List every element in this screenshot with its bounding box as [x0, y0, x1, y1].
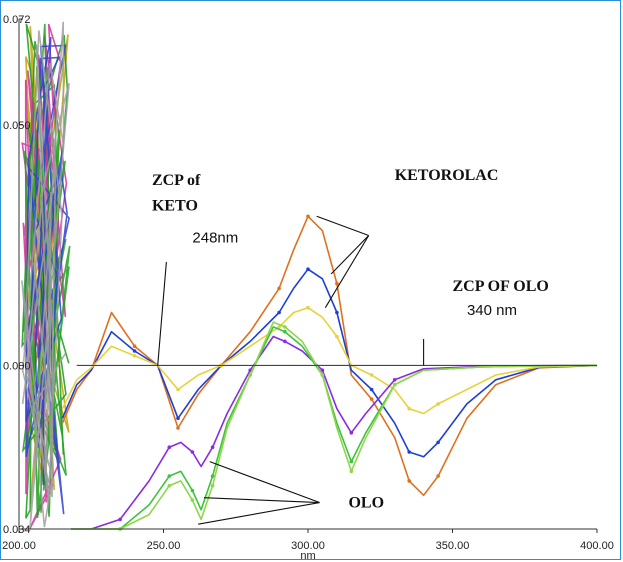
data-point	[407, 406, 412, 411]
series-layer	[61, 214, 598, 531]
data-point	[210, 474, 215, 478]
data-point	[369, 387, 374, 392]
data-point	[283, 339, 287, 344]
data-point	[335, 334, 339, 339]
data-point	[283, 325, 287, 329]
data-point	[176, 416, 180, 421]
data-point	[210, 445, 215, 450]
annotations: ZCP of KETO 248nm KETOROLAC ZCP OF OLO 340 nm…	[152, 167, 549, 511]
x-axis-label: nm	[300, 550, 315, 561]
x-tick-label: 200.00	[2, 540, 36, 552]
pointer-line	[203, 497, 320, 504]
x-tick-label: 300.00	[291, 540, 325, 552]
pointer-line	[209, 461, 320, 504]
y-tick-label: 0.072	[3, 14, 31, 26]
y-tick-label: 0.050	[3, 120, 31, 132]
data-point	[167, 445, 172, 450]
pointer-line	[198, 501, 320, 525]
data-point	[369, 373, 374, 377]
x-tick-label: 350.00	[436, 540, 470, 552]
data-point	[436, 474, 440, 478]
data-point	[176, 426, 180, 430]
annotation-label: OLO	[348, 494, 384, 511]
annotation-label: ZCP of	[152, 172, 201, 189]
data-point	[176, 387, 180, 392]
data-point	[335, 281, 339, 286]
pointer-line	[157, 261, 167, 366]
data-point	[132, 349, 137, 353]
pointer-line	[316, 215, 369, 237]
annotation-label: KETO	[152, 197, 198, 214]
data-point	[407, 479, 412, 483]
data-point	[335, 310, 339, 315]
data-point	[306, 305, 310, 310]
data-point	[210, 483, 215, 488]
data-point	[132, 354, 137, 358]
data-point	[277, 325, 281, 329]
data-point	[407, 450, 412, 454]
data-point	[392, 378, 397, 382]
data-point	[306, 267, 310, 272]
annotation-label: 340 nm	[467, 302, 517, 319]
y-tick-label: 0.034	[3, 524, 31, 536]
x-tick-label: 250.00	[147, 540, 181, 552]
axis-ticks: 200.00 250.00 300.00 350.00 400.00 nm 0.072 0.0…	[2, 14, 614, 561]
data-point	[392, 382, 397, 387]
data-point	[349, 431, 354, 435]
data-point	[190, 488, 195, 493]
data-point	[283, 329, 287, 334]
plot-area	[19, 19, 597, 529]
data-point	[277, 310, 281, 315]
data-point	[167, 483, 172, 488]
data-point	[320, 368, 325, 373]
low-wavelength-noise	[21, 21, 71, 529]
series-line-olo-5	[71, 321, 598, 530]
y-tick-label: 0.000	[3, 360, 31, 372]
annotation-label: 248nm	[192, 230, 238, 247]
data-point	[436, 440, 440, 445]
series-line-olo-3	[71, 335, 598, 530]
annotation-label: ZCP OF OLO	[453, 278, 549, 295]
data-point	[277, 286, 281, 291]
pointer-line	[324, 235, 370, 308]
x-tick-label: 400.00	[580, 540, 614, 552]
noise-trace	[21, 21, 70, 528]
annotation-label: KETOROLAC	[395, 167, 499, 184]
data-point	[190, 498, 195, 502]
data-point	[306, 214, 310, 219]
data-point	[167, 474, 172, 478]
data-point	[320, 373, 325, 377]
data-point	[118, 517, 122, 522]
data-point	[349, 459, 354, 464]
pointer-line	[330, 235, 370, 275]
data-point	[132, 344, 137, 349]
annotation-pointers	[157, 215, 425, 525]
data-point	[349, 469, 354, 474]
data-point	[248, 373, 252, 377]
data-point	[436, 402, 440, 406]
data-point	[369, 397, 374, 401]
data-point	[190, 450, 195, 454]
